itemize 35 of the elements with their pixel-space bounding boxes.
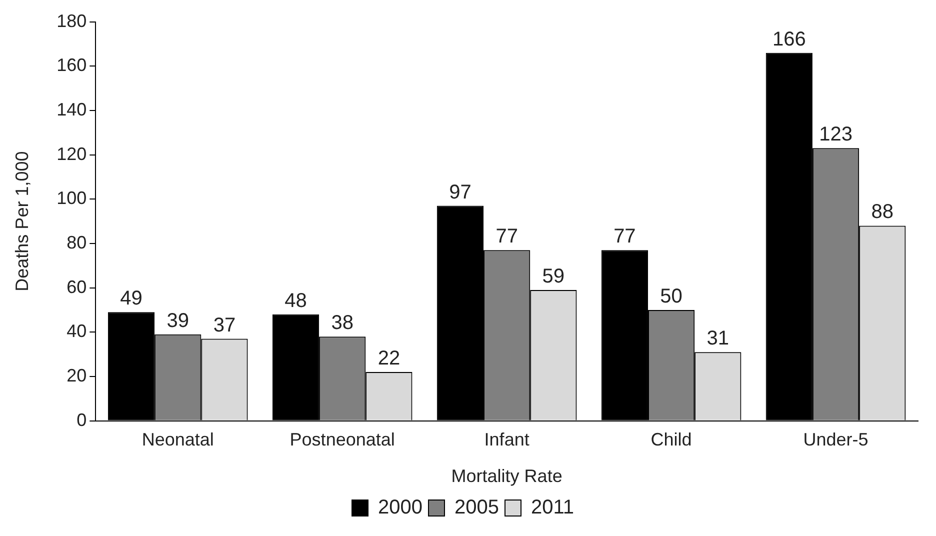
legend-label: 2011 <box>530 496 574 519</box>
x-tick-label: Neonatal <box>142 430 214 450</box>
y-axis-title: Deaths Per 1,000 <box>12 151 32 292</box>
x-tick-label: Under-5 <box>803 430 868 450</box>
x-tick-label: Infant <box>484 430 530 450</box>
x-tick-label: Postneonatal <box>290 430 395 450</box>
data-label: 97 <box>449 181 472 204</box>
legend-label: 2000 <box>378 496 423 519</box>
y-tick-label: 0 <box>76 410 87 430</box>
y-tick-label: 40 <box>66 321 87 342</box>
data-label: 166 <box>772 28 806 50</box>
y-tick-label: 20 <box>66 365 87 386</box>
data-label: 77 <box>496 226 518 248</box>
data-label: 37 <box>213 314 236 336</box>
data-label: 59 <box>542 266 565 288</box>
data-label: 22 <box>378 348 400 370</box>
data-label: 50 <box>660 285 682 308</box>
data-label: 38 <box>331 312 354 334</box>
y-tick-label: 80 <box>66 232 87 252</box>
data-label: 88 <box>871 201 894 224</box>
y-tick-label: 100 <box>56 188 87 208</box>
y-tick-label: 160 <box>56 55 87 76</box>
x-tick-label: Child <box>650 430 692 450</box>
data-label: 123 <box>819 124 852 146</box>
data-label: 31 <box>706 328 730 350</box>
y-tick-label: 120 <box>56 144 87 164</box>
data-label: 48 <box>284 290 307 312</box>
y-tick-label: 180 <box>56 10 87 31</box>
y-tick-label: 60 <box>66 276 87 297</box>
legend-label: 2005 <box>454 496 499 519</box>
x-axis-title: Mortality Rate <box>451 466 562 486</box>
data-label: 39 <box>166 310 189 332</box>
data-label: 77 <box>614 226 636 248</box>
data-label: 49 <box>120 288 142 310</box>
y-tick-label: 140 <box>56 99 87 120</box>
